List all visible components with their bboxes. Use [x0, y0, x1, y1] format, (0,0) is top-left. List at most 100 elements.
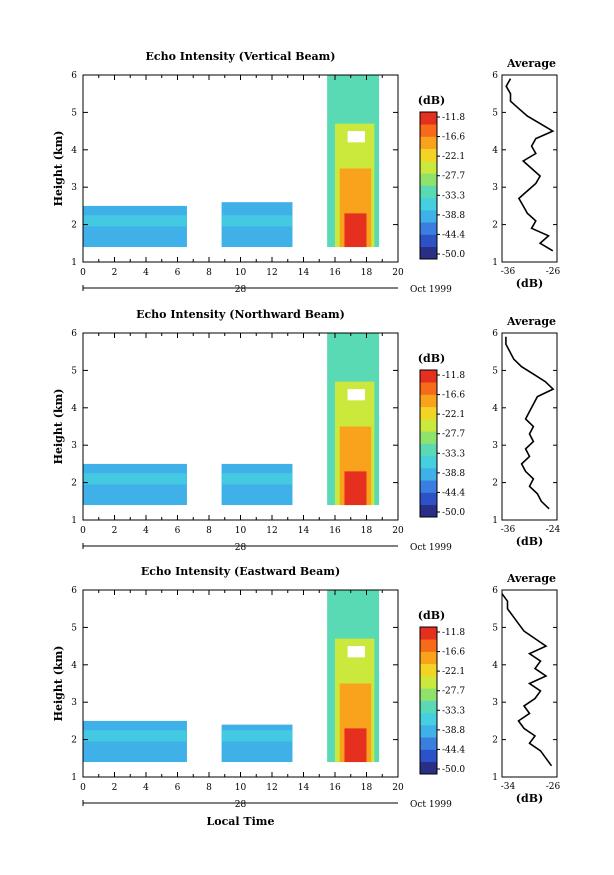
colorbar-swatch: [420, 173, 437, 186]
average-y-tick-label: 2: [492, 221, 498, 231]
colorbar: (dB) -11.8 -16.6 -22.1 -27.7 -33.3 -38.8 -44.4 -…: [418, 352, 466, 518]
y-tick-label: 2: [71, 479, 77, 489]
colorbar-swatch: [420, 761, 437, 775]
colorbar-swatch: [420, 504, 437, 518]
x-tick-label: 0: [80, 526, 86, 536]
day-label: 28: [235, 543, 247, 553]
colorbar-label: (dB): [418, 94, 445, 107]
average-y-tick-label: 3: [492, 183, 498, 193]
y-tick-label: 3: [71, 698, 77, 708]
x-tick-label: 10: [235, 268, 247, 278]
y-tick-label: 2: [71, 221, 77, 231]
colorbar-swatch: [420, 394, 437, 408]
panel-2: Echo Intensity (Northward Beam)0 2 4 6 8 10 12…: [52, 308, 561, 553]
colorbar-tick-label: -11.8: [442, 628, 465, 638]
colorbar-tick-label: -33.3: [442, 191, 465, 201]
y-axis-label: Height (km): [52, 389, 65, 465]
average-profile-line: [501, 593, 553, 767]
colorbar-swatch: [420, 222, 437, 235]
x-tick-label: 6: [175, 526, 181, 536]
x-tick-label: 12: [266, 526, 277, 536]
average-y-tick-label: 4: [492, 661, 498, 671]
y-tick-label: 1: [71, 516, 77, 526]
echo-region-6: [344, 728, 367, 763]
colorbar-tick-label: -27.7: [442, 687, 465, 697]
average-frame: [501, 332, 558, 521]
colorbar-swatch: [420, 148, 437, 162]
average-y-tick-label: 2: [492, 736, 498, 746]
x-axis-label: Local Time: [207, 815, 275, 828]
heatmap: [83, 590, 380, 763]
average-y-tick-label: 6: [492, 71, 498, 81]
average-x-tick-left: -34: [501, 782, 516, 792]
colorbar-tick-label: -50.0: [442, 765, 465, 775]
panel-title: Echo Intensity (Vertical Beam): [145, 50, 335, 63]
colorbar-swatch: [420, 712, 437, 726]
average-y-tick-label: 5: [492, 623, 498, 633]
y-tick-label: 1: [71, 773, 77, 783]
colorbar-tick-label: -27.7: [442, 430, 465, 440]
colorbar-tick-label: -33.3: [442, 449, 465, 459]
colorbar-swatch: [420, 455, 437, 469]
x-tick-label: 8: [206, 268, 212, 278]
saturated-gap: [347, 646, 365, 658]
colorbar-tick-label: -11.8: [442, 113, 465, 123]
colorbar-swatch: [420, 651, 437, 665]
x-tick-label: 2: [112, 783, 118, 793]
echo-region-1: [83, 720, 187, 763]
x-tick-label: 14: [298, 783, 310, 793]
average-y-tick-label: 1: [492, 773, 498, 783]
y-tick-label: 3: [71, 183, 77, 193]
x-tick-label: 20: [392, 526, 404, 536]
colorbar-label: (dB): [418, 352, 445, 365]
colorbar-swatch: [420, 663, 437, 677]
y-tick-label: 5: [71, 623, 77, 633]
colorbar-tick-label: -22.1: [442, 152, 465, 162]
x-tick-label: 16: [329, 268, 341, 278]
echo-layer-2: [221, 473, 293, 485]
average-y-tick-label: 6: [492, 586, 498, 596]
average-y-tick-label: 6: [492, 329, 498, 339]
colorbar-swatch: [420, 112, 437, 125]
colorbar-swatch: [420, 431, 437, 444]
panel-title: Echo Intensity (Northward Beam): [136, 308, 345, 321]
x-tick-label: 10: [235, 783, 247, 793]
average-x-label: (dB): [516, 277, 543, 290]
colorbar-swatch: [420, 197, 437, 211]
y-tick-label: 5: [71, 108, 77, 118]
average-x-tick-left: -36: [501, 525, 516, 535]
x-tick-label: 14: [298, 526, 310, 536]
colorbar-tick-label: -50.0: [442, 250, 465, 260]
average-y-tick-label: 5: [492, 108, 498, 118]
colorbar-tick-label: -33.3: [442, 706, 465, 716]
echo-layer-1: [83, 730, 187, 742]
x-tick-label: 20: [392, 268, 404, 278]
saturated-gap: [347, 131, 365, 143]
y-tick-label: 6: [71, 71, 77, 81]
colorbar-tick-label: -22.1: [442, 410, 465, 420]
colorbar-swatch: [420, 210, 437, 223]
x-tick-label: 0: [80, 783, 86, 793]
average-x-tick-right: -26: [546, 782, 561, 792]
colorbar-swatch: [420, 468, 437, 481]
colorbar-label: (dB): [418, 609, 445, 622]
y-tick-label: 6: [71, 586, 77, 596]
average-title: Average: [506, 572, 556, 585]
average-y-tick-label: 4: [492, 404, 498, 414]
x-tick-label: 4: [143, 783, 149, 793]
day-label: 28: [235, 800, 247, 810]
x-tick-label: 16: [329, 526, 341, 536]
colorbar-tick-label: -44.4: [442, 488, 465, 498]
x-tick-label: 16: [329, 783, 341, 793]
colorbar-swatch: [420, 749, 437, 763]
average-x-label: (dB): [516, 792, 543, 805]
colorbar-tick-label: -50.0: [442, 508, 465, 518]
average-x-label: (dB): [516, 535, 543, 548]
average-title: Average: [506, 315, 556, 328]
y-axis-label: Height (km): [52, 646, 65, 722]
colorbar-swatch: [420, 676, 437, 689]
echo-layer-2: [221, 730, 293, 742]
y-axis-label: Height (km): [52, 131, 65, 207]
colorbar: (dB) -11.8 -16.6 -22.1 -27.7 -33.3 -38.8 -44.4 -…: [418, 609, 466, 775]
average-profile-line: [505, 78, 555, 252]
